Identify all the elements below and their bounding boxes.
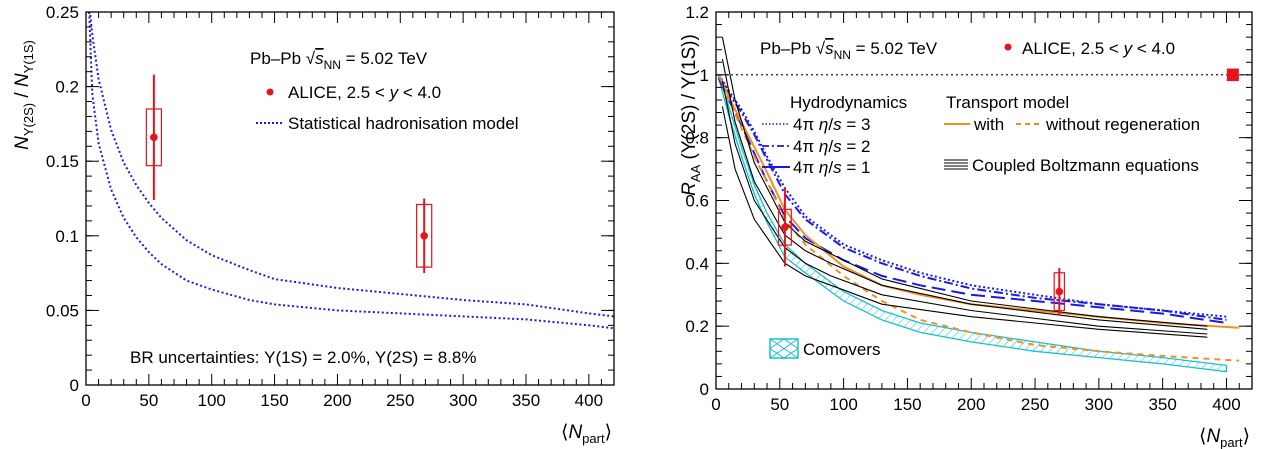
- y-tick-label: 0.2: [55, 78, 79, 97]
- y-tick-label: 1: [700, 66, 709, 85]
- boltzmann_a-curve: [721, 36, 1208, 327]
- x-tick-label: 400: [1212, 395, 1240, 414]
- y-tick-label: 0.25: [46, 3, 79, 22]
- left-legend-title: Pb–Pb √sNN = 5.02 TeV: [250, 49, 428, 72]
- boltzmann_c-curve: [721, 80, 1208, 335]
- x-tick-label: 0: [711, 395, 720, 414]
- y-tick-label: 0.6: [685, 192, 709, 211]
- right-frame: [715, 11, 1253, 390]
- left-y-axis-title: NΥ(2S) / NΥ(1S): [12, 40, 36, 150]
- y-tick-label: 0: [700, 380, 709, 399]
- y-tick-label: 0.8: [685, 129, 709, 148]
- x-tick-label: 100: [829, 395, 857, 414]
- right-legend-title: Pb–Pb √sNN = 5.02 TeV: [760, 39, 938, 62]
- right-x-axis-title: ⟨Npart⟩: [1199, 426, 1250, 449]
- x-tick-label: 50: [139, 391, 158, 410]
- transport-legend-header: Transport model: [946, 93, 1069, 112]
- x-tick-label: 200: [323, 391, 351, 410]
- x-tick-label: 50: [770, 395, 789, 414]
- x-tick-label: 150: [260, 391, 288, 410]
- x-tick-label: 150: [893, 395, 921, 414]
- right-legend-data-label: ALICE, 2.5 < y < 4.0: [1022, 39, 1175, 58]
- left-annotation: BR uncertainties: Υ(1S) = 2.0%, Υ(2S) = …: [130, 348, 476, 367]
- x-tick-label: 250: [1021, 395, 1049, 414]
- y-tick-label: 0.05: [46, 301, 79, 320]
- y-tick-label: 0.1: [55, 227, 79, 246]
- x-tick-label: 300: [449, 391, 477, 410]
- right-data-points: [777, 68, 1239, 316]
- hydro3-legend-label: 4π η/s = 3: [793, 115, 870, 134]
- y-tick-label: 1.2: [685, 3, 709, 22]
- left-legend-data-marker: [266, 88, 274, 96]
- boltzmann-legend-marker: [944, 159, 968, 170]
- x-tick-label: 0: [81, 391, 90, 410]
- transport_without-curve: [717, 74, 1240, 362]
- hydro-legend-header: Hydrodynamics: [790, 93, 907, 112]
- x-tick-label: 100: [198, 391, 226, 410]
- hydro2-curve: [717, 74, 1227, 321]
- right-axis-ticks: 0 50 100 150 200 250 300 350 400 0 0.2 0.4 0.6 0.8 1 1.…: [685, 3, 1253, 414]
- x-tick-label: 350: [1148, 395, 1176, 414]
- boltzmann_d-curve: [721, 106, 1208, 338]
- transport-without-legend-label: without regeneration: [1045, 115, 1200, 134]
- x-tick-label: 250: [386, 391, 414, 410]
- comovers-legend-label: Comovers: [803, 340, 880, 359]
- left-data-points: [145, 74, 433, 274]
- x-tick-label: 300: [1085, 395, 1113, 414]
- comovers-legend-marker: [769, 338, 799, 359]
- hydro1-legend-label: 4π η/s = 1: [793, 158, 870, 177]
- data-point: [420, 232, 428, 240]
- data-point: [1055, 287, 1064, 296]
- left-panel: 0 50 100 150 200 250 300 350 400 0 0.05 0.1 0.15 0.2 0…: [12, 3, 615, 446]
- hydro3-curve: [717, 74, 1227, 318]
- boltzmann-legend-label: Coupled Boltzmann equations: [972, 156, 1199, 175]
- transport-with-legend-label: with: [973, 115, 1004, 134]
- y-tick-label: 0.2: [685, 317, 709, 336]
- data-point: [781, 223, 789, 232]
- right-legend-data-marker: [1004, 43, 1012, 51]
- left-model-curves: [88, 12, 614, 330]
- right-panel: 0 50 100 150 200 250 300 350 400 0 0.2 0.4 0.6 0.8 1 1.…: [679, 3, 1253, 449]
- y-tick-label: 0.15: [46, 152, 79, 171]
- boltzmann_b-curve: [721, 58, 1208, 330]
- model-curve: [89, 12, 614, 318]
- y-tick-label: 0.4: [685, 254, 709, 273]
- x-tick-label: 200: [957, 395, 985, 414]
- y-tick-label: 0: [70, 376, 79, 395]
- hydro2-legend-label: 4π η/s = 2: [793, 137, 870, 156]
- left-legend-model-label: Statistical hadronisation model: [288, 114, 519, 133]
- model-curve: [88, 12, 614, 330]
- left-legend-data-label: ALICE, 2.5 < y < 4.0: [288, 83, 441, 102]
- x-tick-label: 400: [575, 391, 603, 410]
- right-y-axis-title: RAA (Υ(2S) / Υ(1S)): [679, 34, 703, 196]
- data-point: [150, 133, 158, 142]
- left-axis-ticks: 0 50 100 150 200 250 300 350 400 0 0.05 0.1 0.15 0.2 0…: [46, 3, 615, 410]
- global-uncertainty-box: [1226, 68, 1239, 82]
- x-tick-label: 350: [512, 391, 540, 410]
- right-model-curves: [717, 36, 1240, 362]
- left-x-axis-title: ⟨Npart⟩: [561, 422, 612, 446]
